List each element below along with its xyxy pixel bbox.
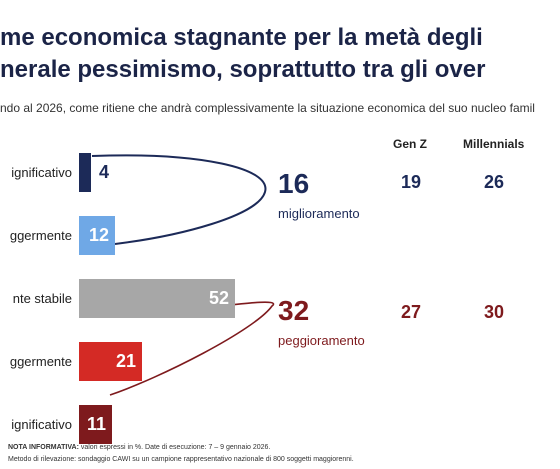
note-label: NOTA INFORMATIVA: (8, 444, 79, 451)
column-header-millennials: Millennials (463, 137, 525, 151)
improve-total-value: 16 (278, 168, 310, 199)
chart-subtitle: ndo al 2026, come ritiene che andrà comp… (0, 101, 535, 115)
note-text: valori espressi in %. Date di esecuzione… (78, 444, 271, 451)
bar (79, 279, 235, 318)
worsen-total-label: peggioramento (278, 333, 365, 348)
category-label: nte stabile (12, 291, 72, 306)
bar-value-label: 4 (99, 162, 110, 182)
bar (79, 153, 91, 192)
improve-millennials-value: 26 (483, 172, 505, 192)
bar-value-label: 21 (115, 351, 136, 371)
improve-genz-value: 19 (400, 172, 422, 192)
chart-title-line-2: nerale pessimismo, soprattutto tra gli o… (0, 56, 486, 83)
category-label: ggermente (9, 228, 72, 243)
worsen-millennials-value: 30 (483, 302, 505, 322)
improve-bracket-curve (91, 154, 267, 245)
bar-value-label: 12 (88, 225, 109, 245)
bar (79, 405, 112, 444)
note-line-2: Metodo di rilevazione: sondaggio CAWI su… (8, 456, 354, 463)
category-label: ignificativo (11, 165, 72, 180)
worsen-genz-value: 27 (400, 302, 422, 322)
worsen-total-value: 32 (278, 295, 310, 326)
bar-value-label: 11 (86, 414, 106, 434)
note-line-1: NOTA INFORMATIVA: valori espressi in %. … (8, 444, 270, 451)
bar (79, 342, 142, 381)
bar (79, 216, 115, 255)
chart-title-line-1: me economica stagnante per la metà degli (0, 24, 483, 51)
bar-value-label: 52 (208, 288, 229, 308)
column-header-genz: Gen Z (393, 137, 428, 151)
category-label: ignificativo (11, 417, 72, 432)
improve-total-label: miglioramento (278, 206, 360, 221)
category-label: ggermente (9, 354, 72, 369)
